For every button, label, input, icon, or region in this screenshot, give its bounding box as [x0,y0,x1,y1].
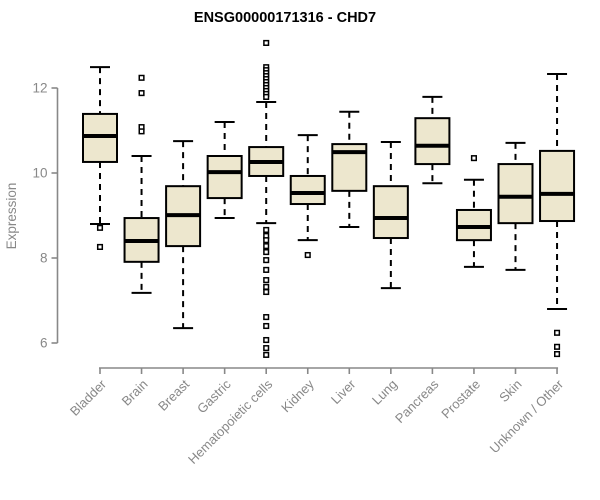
box-brain [123,74,160,294]
box-liver [331,110,368,228]
outlier-point [96,224,104,231]
boxes-layer [82,39,576,358]
box-pancreas [414,95,451,185]
outlier-point [263,314,270,321]
x-tick-label: Skin [496,377,524,405]
outlier-point [263,266,270,273]
outlier-point [96,243,104,250]
iqr-box [539,149,576,223]
box-gastric [206,121,243,220]
outlier-point [263,345,270,352]
iqr-box [414,117,451,166]
outlier-point [263,243,270,250]
outlier-point [263,226,270,233]
outlier-point [263,237,270,244]
y-tick-label: 6 [40,336,48,351]
outlier-point [263,283,270,290]
outlier-point [263,93,270,100]
outlier-point [138,90,145,97]
y-tick-label: 10 [32,166,47,181]
chart-title: ENSG00000171316 - CHD7 [194,10,376,26]
iqr-box [289,174,326,206]
outlier-point [263,39,270,47]
box-prostate [455,155,492,268]
box-lung [372,140,409,290]
box-unknown-other [539,72,576,358]
y-axis-label: Expression [4,183,19,250]
x-tick-label: Liver [328,376,359,407]
outlier-point [263,351,270,358]
x-tick-label: Bladder [67,376,110,419]
outlier-point [263,336,270,344]
x-tick-label: Prostate [438,377,483,422]
x-tick-label: Gastric [194,376,234,416]
iqr-box [206,155,243,200]
x-tick-label: Kidney [278,376,317,415]
iqr-box [497,163,534,225]
outlier-point [554,329,561,336]
outlier-point [263,288,270,296]
box-breast [165,140,202,330]
y-tick-label: 12 [32,81,47,96]
outlier-point [263,277,270,284]
x-tick-label: Breast [155,376,192,413]
iqr-box [372,185,409,240]
outlier-point [554,343,561,350]
x-tick-label: Unknown / Other [487,376,567,456]
outlier-point [554,351,561,358]
box-skin [497,141,534,271]
outlier-point [304,251,311,259]
y-tick-label: 8 [40,251,48,266]
outlier-point [138,74,145,81]
outlier-point [138,128,145,135]
box-bladder [82,66,118,250]
outlier-point [263,249,270,256]
x-tick-label: Pancreas [392,376,442,426]
outlier-point [470,155,477,162]
box-hematopoietic-cells [248,39,285,358]
outlier-point [263,322,270,330]
x-tick-label: Brain [119,377,151,409]
x-tick-label: Lung [369,377,400,408]
outlier-point [263,257,270,264]
box-kidney [289,134,326,259]
